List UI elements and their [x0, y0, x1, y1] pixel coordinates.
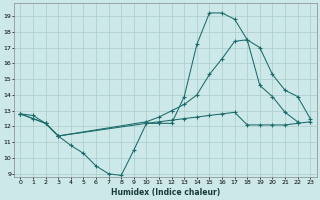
- X-axis label: Humidex (Indice chaleur): Humidex (Indice chaleur): [111, 188, 220, 197]
